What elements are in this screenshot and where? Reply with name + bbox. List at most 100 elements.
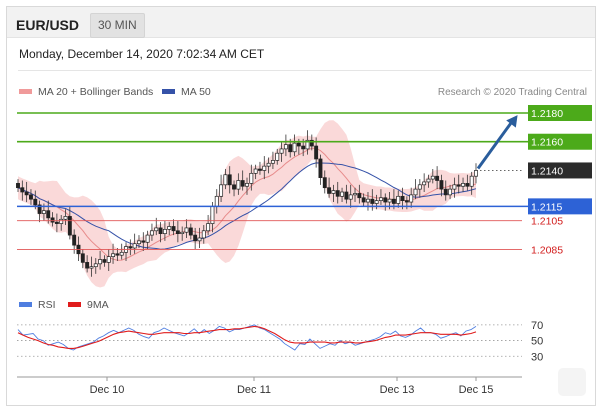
candle: [16, 179, 20, 192]
x-tick-label: Dec 15: [459, 384, 494, 396]
bollinger-bands: [18, 120, 476, 288]
resistance-1-value: 1.2160: [531, 137, 563, 149]
rsi-legend-label: RSI: [38, 299, 56, 311]
candle: [20, 180, 25, 201]
candle: [102, 255, 107, 267]
candle: [193, 227, 198, 250]
timestamp: Monday, December 14, 2020 7:02:34 AM CET: [19, 47, 265, 61]
nine-ma-line: [17, 325, 477, 349]
candle: [335, 181, 340, 204]
candle: [435, 166, 440, 190]
candle: [80, 249, 85, 269]
candle: [219, 174, 224, 203]
x-tick-label: Dec 10: [90, 384, 125, 396]
candle: [149, 223, 154, 241]
candle: [158, 222, 163, 243]
pivot-value: 1.2115: [531, 201, 562, 213]
x-tick-label: Dec 13: [380, 384, 415, 396]
candle: [63, 209, 68, 226]
candle: [184, 219, 189, 238]
candle: [474, 163, 478, 184]
candle: [171, 219, 176, 236]
level-resistance-2: 1.2180: [17, 105, 592, 121]
candle: [245, 177, 249, 195]
candle: [378, 189, 383, 205]
nine-ma-legend-label: 9MA: [87, 299, 109, 311]
candle: [162, 220, 167, 241]
candle: [344, 184, 349, 204]
candle: [409, 187, 414, 208]
resistance-2-value: 1.2180: [531, 108, 563, 120]
rsi-tick-label: 30: [531, 351, 543, 363]
candle: [439, 174, 444, 197]
candle: [266, 157, 271, 174]
bollinger-band-area: [18, 120, 476, 288]
candle: [227, 166, 232, 194]
candle: [85, 255, 90, 273]
candle: [279, 141, 284, 162]
ma50-legend-swatch: [162, 89, 175, 94]
key-levels: 1.2180 1.2160 1.2140 1.2115 1.2105 1.2085: [17, 105, 592, 256]
candle: [201, 225, 206, 244]
symbol-label: EUR/USD: [16, 17, 80, 33]
candle: [430, 169, 435, 184]
candle: [461, 177, 465, 192]
candlesticks: [16, 130, 478, 277]
candle: [426, 174, 431, 188]
candle: [141, 232, 146, 251]
rsi-tick-label: 70: [531, 320, 543, 332]
candle: [137, 235, 141, 249]
candle: [240, 170, 245, 191]
candle: [175, 220, 180, 243]
support-2-value: 1.2085: [531, 244, 563, 256]
candle: [115, 248, 120, 261]
candle: [353, 187, 357, 203]
candle: [46, 200, 51, 224]
candle: [24, 181, 29, 203]
candle: [443, 180, 448, 201]
candle: [456, 174, 461, 194]
candle: [258, 161, 262, 175]
candle: [396, 190, 401, 208]
level-support-1: 1.2105: [17, 216, 563, 228]
candle: [50, 212, 55, 227]
candle: [292, 134, 297, 157]
candle: [167, 222, 172, 236]
candle: [327, 177, 332, 198]
candle: [93, 258, 98, 274]
candle: [232, 180, 236, 197]
candle: [54, 213, 59, 233]
candle: [197, 227, 202, 249]
candle: [89, 256, 94, 277]
candle: [106, 249, 111, 271]
level-pivot: 1.2115: [17, 198, 592, 215]
timeframe-badge[interactable]: 30 MIN: [90, 13, 145, 38]
candle: [275, 148, 280, 165]
candle: [59, 214, 64, 231]
candle: [67, 206, 72, 240]
candle: [469, 171, 474, 195]
candle: [366, 192, 370, 211]
candle: [180, 226, 185, 241]
candle: [29, 189, 33, 205]
x-axis: Dec 10 Dec 11 Dec 13 Dec 15: [90, 377, 494, 396]
rsi-panel: 70 50 30: [17, 320, 543, 363]
candle: [188, 223, 193, 240]
candle: [206, 214, 211, 236]
candle: [253, 164, 258, 180]
last-price-value: 1.2140: [531, 165, 563, 177]
rsi-line: [17, 324, 477, 351]
candle: [340, 187, 345, 203]
ma20-legend-swatch: [19, 89, 32, 94]
nine-ma-legend-swatch: [68, 302, 81, 307]
candle: [119, 243, 124, 260]
rsi-tick-label: 50: [531, 336, 543, 348]
level-resistance-1: 1.2160: [17, 133, 592, 150]
x-tick-label: Dec 11: [237, 384, 271, 396]
candle: [383, 193, 388, 211]
candle: [361, 193, 366, 207]
credit-label: Research © 2020 Trading Central: [438, 87, 587, 98]
candle: [422, 173, 427, 192]
candle: [318, 154, 323, 185]
